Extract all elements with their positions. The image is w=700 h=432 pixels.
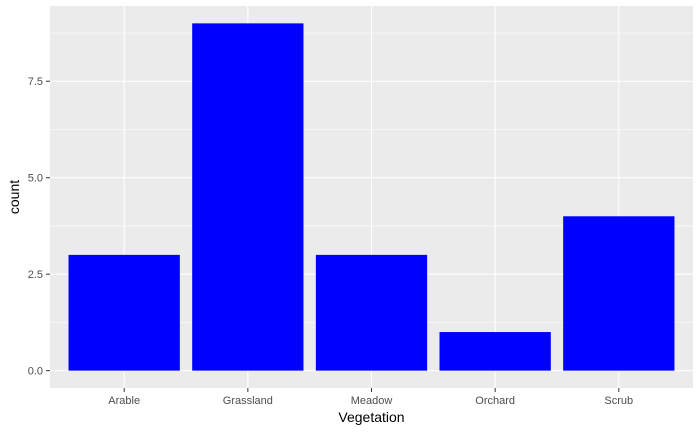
- x-tick-label: Meadow: [351, 395, 393, 407]
- x-tick-label: Scrub: [604, 395, 633, 407]
- y-tick-label: 2.5: [28, 269, 43, 281]
- x-axis-title: Vegetation: [338, 409, 404, 425]
- y-tick-label: 7.5: [28, 76, 43, 88]
- x-tick-label: Arable: [108, 395, 140, 407]
- bars: [68, 23, 675, 371]
- y-tick-label: 5.0: [28, 173, 43, 185]
- y-axis: 0.0 2.5 5.0 7.5: [28, 76, 50, 378]
- x-axis: Arable Grassland Meadow Orchard Scrub: [108, 388, 633, 407]
- bar-meadow: [315, 254, 428, 371]
- bar-grassland: [192, 23, 304, 371]
- x-tick-label: Grassland: [223, 395, 273, 407]
- bar-orchard: [439, 332, 551, 371]
- bar-scrub: [563, 216, 675, 371]
- y-axis-title: count: [6, 180, 22, 214]
- y-tick-label: 0.0: [28, 366, 43, 378]
- x-tick-label: Orchard: [475, 395, 515, 407]
- bar-arable: [68, 254, 180, 371]
